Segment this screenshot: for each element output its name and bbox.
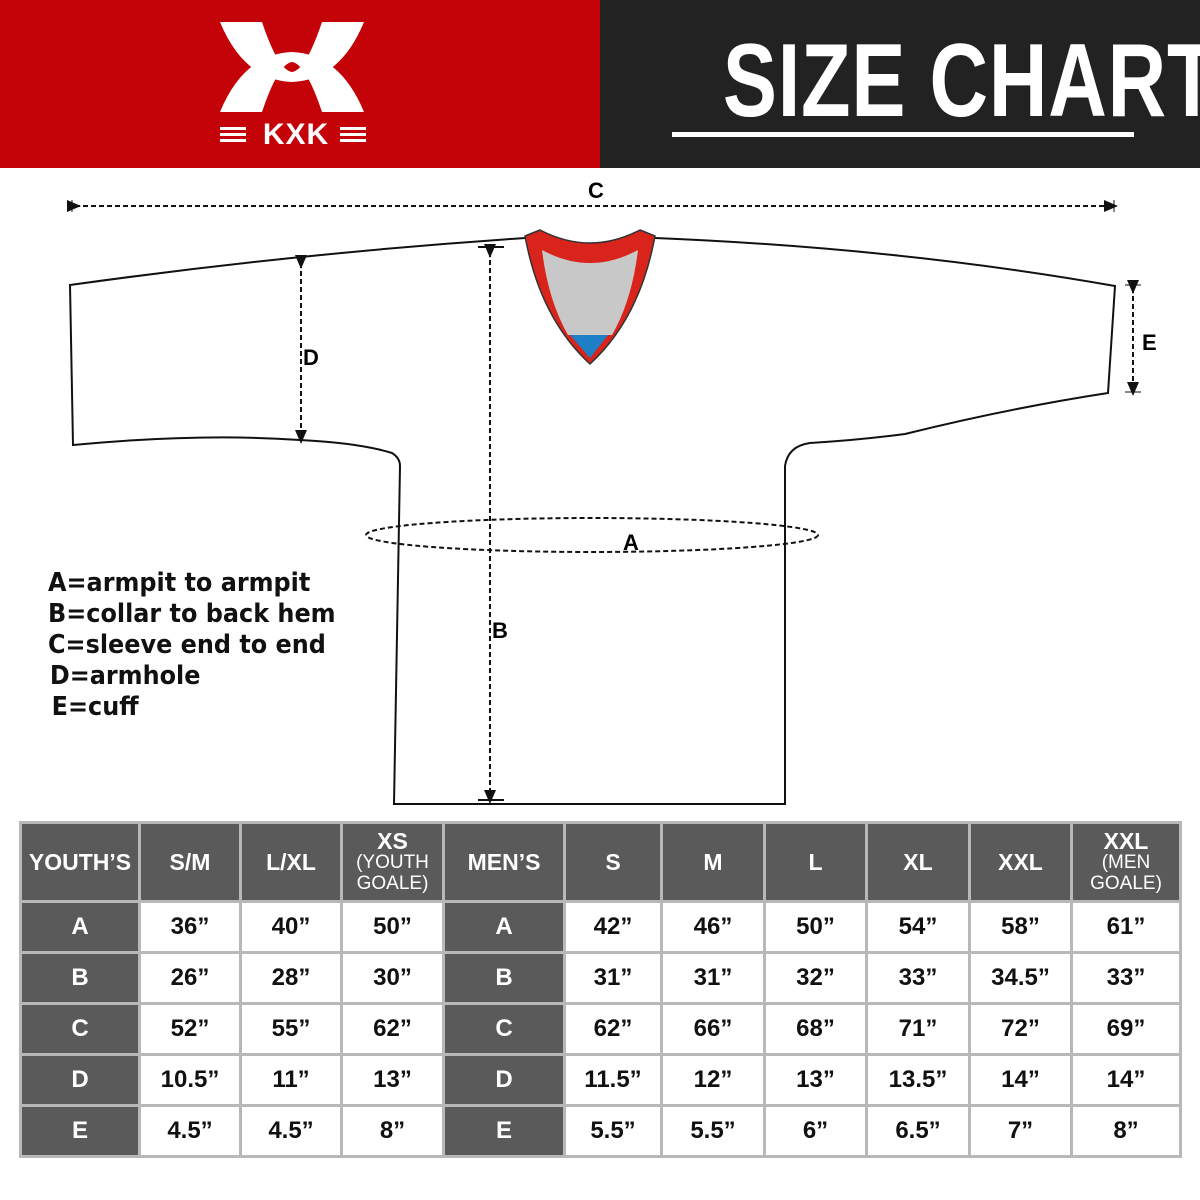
dimension-d-label: D — [303, 345, 319, 370]
header-title-panel — [600, 0, 1200, 168]
row-key: A — [442, 900, 566, 954]
men-value: 50” — [763, 900, 868, 954]
men-value: 66” — [660, 1002, 766, 1056]
row-key: C — [19, 1002, 141, 1056]
table-row: A 36” 40” 50” A 42” 46” 50” 54” 58” 61” — [19, 900, 1182, 954]
row-key: E — [442, 1104, 566, 1158]
table-row: B 26” 28” 30” B 31” 31” 32” 33” 34.5” 33” — [19, 951, 1182, 1005]
legend-item: D=armhole — [49, 661, 201, 691]
men-value: 31” — [563, 951, 663, 1005]
kxk-logo — [220, 22, 366, 142]
men-value: 54” — [865, 900, 971, 954]
men-value: 34.5” — [968, 951, 1073, 1005]
youth-value: 8” — [340, 1104, 445, 1158]
men-value: 14” — [968, 1053, 1073, 1107]
measurement-legend: A=armpit to armpit B=collar to back hem … — [48, 568, 336, 723]
men-value: 13.5” — [865, 1053, 971, 1107]
table-header-row: YOUTH’S S/M L/XL XS (YOUTH GOALE) MEN’S S M L XL X… — [19, 821, 1182, 903]
men-value: 6.5” — [865, 1104, 971, 1158]
youth-size-header: S/M — [138, 821, 242, 903]
men-size-header: M — [660, 821, 766, 903]
header-brand-panel: KXK — [0, 0, 600, 168]
size-label: XS — [377, 828, 408, 854]
row-key: E — [19, 1104, 141, 1158]
dimension-c-label: C — [588, 178, 604, 203]
men-size-header: XXL (MEN GOALE) — [1070, 821, 1182, 903]
title-underline — [672, 132, 1134, 137]
youth-value: 36” — [138, 900, 242, 954]
jersey-diagram: C D B E A — [67, 178, 1157, 805]
dimension-a-ellipse — [365, 517, 819, 553]
men-value: 58” — [968, 900, 1073, 954]
men-value: 72” — [968, 1002, 1073, 1056]
row-key: B — [442, 951, 566, 1005]
youth-value: 28” — [239, 951, 343, 1005]
row-key: A — [19, 900, 141, 954]
men-size-header: XXL — [968, 821, 1073, 903]
men-size-header: XL — [865, 821, 971, 903]
youth-header: YOUTH’S — [19, 821, 141, 903]
size-sublabel: (MEN GOALE) — [1090, 852, 1162, 894]
youth-value: 52” — [138, 1002, 242, 1056]
page-title: SIZE CHART — [722, 23, 1200, 139]
youth-value: 13” — [340, 1053, 445, 1107]
size-sublabel: (YOUTH GOALE) — [356, 852, 429, 894]
men-value: 12” — [660, 1053, 766, 1107]
youth-value: 4.5” — [239, 1104, 343, 1158]
men-value: 62” — [563, 1002, 663, 1056]
men-value: 71” — [865, 1002, 971, 1056]
men-value: 8” — [1070, 1104, 1182, 1158]
table-row: D 10.5” 11” 13” D 11.5” 12” 13” 13.5” 14” 14” — [19, 1053, 1182, 1107]
dimension-b-label: B — [492, 618, 508, 643]
men-value: 42” — [563, 900, 663, 954]
men-size-header: S — [563, 821, 663, 903]
jersey-outline — [68, 237, 1117, 805]
men-value: 5.5” — [660, 1104, 766, 1158]
men-value: 69” — [1070, 1002, 1182, 1056]
logo-text: KXK — [262, 118, 330, 151]
youth-value: 26” — [138, 951, 242, 1005]
men-value: 13” — [763, 1053, 868, 1107]
legend-item: E=cuff — [51, 692, 139, 722]
legend-item: C=sleeve end to end — [48, 630, 326, 660]
youth-value: 62” — [340, 1002, 445, 1056]
men-value: 14” — [1070, 1053, 1182, 1107]
youth-value: 55” — [239, 1002, 343, 1056]
men-value: 31” — [660, 951, 766, 1005]
row-key: D — [19, 1053, 141, 1107]
youth-size-header: L/XL — [239, 821, 343, 903]
men-value: 33” — [1070, 951, 1182, 1005]
men-value: 68” — [763, 1002, 868, 1056]
men-value: 33” — [865, 951, 971, 1005]
youth-value: 4.5” — [138, 1104, 242, 1158]
youth-value: 10.5” — [138, 1053, 242, 1107]
men-value: 61” — [1070, 900, 1182, 954]
men-size-header: L — [763, 821, 868, 903]
legend-item: B=collar to back hem — [48, 599, 336, 629]
youth-value: 50” — [340, 900, 445, 954]
dimension-a-label: A — [623, 530, 639, 555]
men-header: MEN’S — [442, 821, 566, 903]
youth-value: 11” — [239, 1053, 343, 1107]
men-value: 11.5” — [563, 1053, 663, 1107]
size-label: XXL — [1103, 828, 1149, 854]
youth-value: 30” — [340, 951, 445, 1005]
legend-item: A=armpit to armpit — [48, 568, 311, 598]
youth-size-header: XS (YOUTH GOALE) — [340, 821, 445, 903]
row-key: C — [442, 1002, 566, 1056]
row-key: D — [442, 1053, 566, 1107]
table-row: E 4.5” 4.5” 8” E 5.5” 5.5” 6” 6.5” 7” 8” — [19, 1104, 1182, 1158]
men-value: 6” — [763, 1104, 868, 1158]
size-table: YOUTH’S S/M L/XL XS (YOUTH GOALE) MEN’S S M L XL X… — [19, 821, 1182, 1158]
youth-value: 40” — [239, 900, 343, 954]
dimension-e-label: E — [1142, 330, 1157, 355]
table-row: C 52” 55” 62” C 62” 66” 68” 71” 72” 69” — [19, 1002, 1182, 1056]
men-value: 32” — [763, 951, 868, 1005]
men-value: 5.5” — [563, 1104, 663, 1158]
men-value: 7” — [968, 1104, 1073, 1158]
men-value: 46” — [660, 900, 766, 954]
row-key: B — [19, 951, 141, 1005]
